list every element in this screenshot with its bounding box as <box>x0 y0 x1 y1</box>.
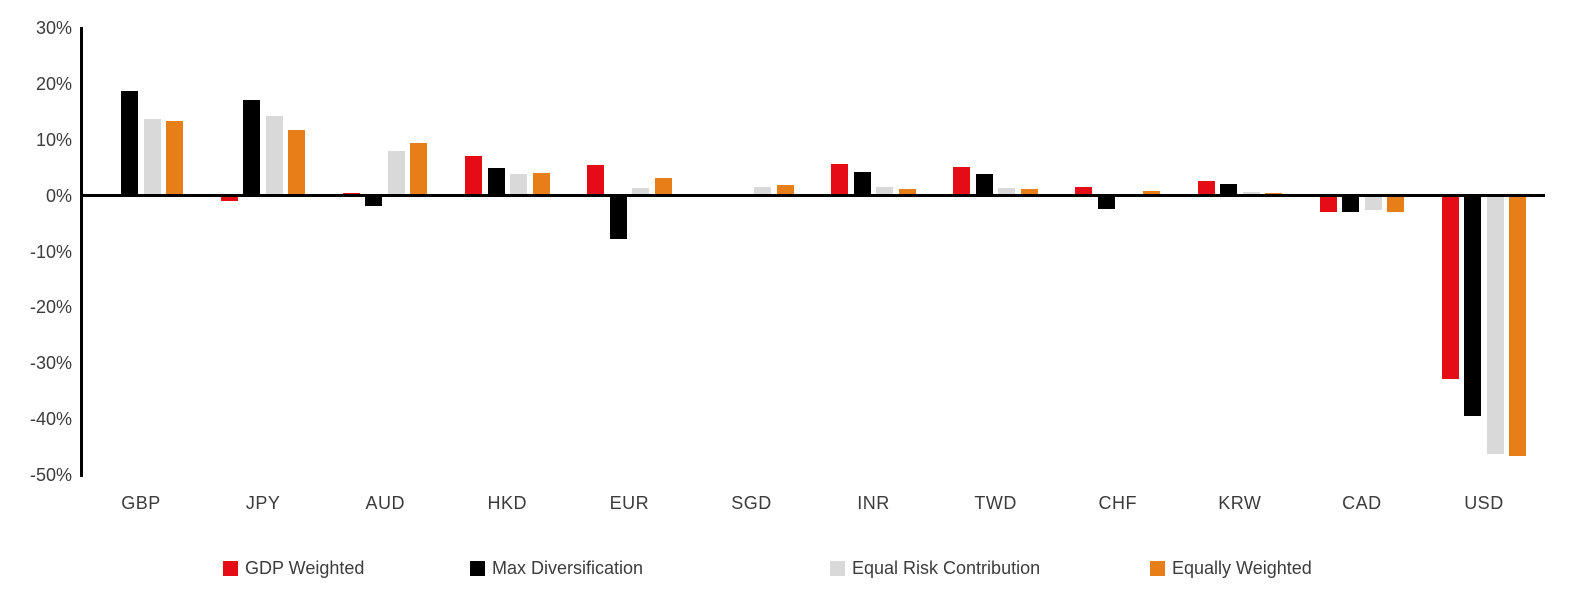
legend-label: Max Diversification <box>492 557 644 578</box>
bar-inr-max-diversification <box>853 171 871 196</box>
bar-cad-max-diversification <box>1342 195 1360 213</box>
bar-eur-gdp-weighted <box>587 165 605 196</box>
y-tick-label: 0% <box>45 185 72 206</box>
bar-aud-max-diversification <box>365 195 383 206</box>
y-tick-label: -20% <box>29 297 72 318</box>
bar-cad-equally-weighted <box>1387 195 1405 213</box>
bar-hkd-equally-weighted <box>532 173 550 196</box>
x-label-eur: EUR <box>609 493 650 513</box>
bar-krw-max-diversification <box>1220 184 1238 196</box>
bar-sgd-equal-risk-contribution <box>754 186 772 196</box>
bar-twd-equal-risk-contribution <box>998 187 1016 196</box>
bar-chf-equally-weighted <box>1142 190 1160 196</box>
y-tick-label: -30% <box>29 353 72 374</box>
x-label-usd: USD <box>1464 493 1504 513</box>
bar-usd-gdp-weighted <box>1441 195 1459 380</box>
x-label-hkd: HKD <box>487 493 528 513</box>
bar-jpy-max-diversification <box>243 100 261 196</box>
bar-cad-gdp-weighted <box>1319 195 1337 213</box>
y-tick-label: 30% <box>35 18 72 38</box>
bar-hkd-max-diversification <box>487 168 505 196</box>
y-tick-label: 20% <box>35 73 72 94</box>
legend-item-gdp-weighted: GDP Weighted <box>223 557 364 579</box>
zero-baseline <box>80 194 1545 198</box>
legend-swatch-icon <box>1150 560 1165 576</box>
x-label-sgd: SGD <box>731 493 772 513</box>
x-label-krw: KRW <box>1218 493 1262 513</box>
bar-chf-max-diversification <box>1097 195 1115 210</box>
bar-inr-gdp-weighted <box>831 163 849 196</box>
x-label-gbp: GBP <box>121 493 161 513</box>
legend-swatch-icon <box>830 560 845 576</box>
y-tick-label: 10% <box>35 129 72 150</box>
legend-label: GDP Weighted <box>245 557 365 578</box>
legend-label: Equally Weighted <box>1172 557 1312 578</box>
bar-twd-gdp-weighted <box>953 167 971 196</box>
bar-gbp-equal-risk-contribution <box>143 118 161 196</box>
x-label-jpy: JPY <box>245 493 281 513</box>
bar-sgd-equally-weighted <box>776 185 794 196</box>
bar-usd-max-diversification <box>1464 195 1482 417</box>
bar-usd-equally-weighted <box>1509 195 1527 456</box>
bar-aud-equally-weighted <box>410 143 428 196</box>
y-axis-line <box>80 27 83 477</box>
bar-eur-equal-risk-contribution <box>632 188 650 196</box>
y-tick-label: -40% <box>29 409 72 430</box>
legend-label: Equal Risk Contribution <box>852 557 1041 578</box>
bar-cad-equal-risk-contribution <box>1364 195 1382 211</box>
y-tick-label: -10% <box>29 241 72 262</box>
legend-swatch-icon <box>470 560 485 576</box>
bar-eur-equally-weighted <box>654 178 672 196</box>
x-label-aud: AUD <box>365 493 405 513</box>
bar-inr-equally-weighted <box>898 188 916 196</box>
bar-chf-gdp-weighted <box>1075 187 1093 196</box>
bar-hkd-gdp-weighted <box>465 155 483 196</box>
y-tick-label: -50% <box>29 465 72 485</box>
legend-item-equal-risk-contribution: Equal Risk Contribution <box>830 557 1040 579</box>
bar-aud-equal-risk-contribution <box>387 150 405 196</box>
bar-inr-equal-risk-contribution <box>876 186 894 196</box>
x-label-cad: CAD <box>1342 493 1382 513</box>
bar-eur-max-diversification <box>609 195 627 240</box>
bar-gbp-equally-weighted <box>166 120 184 196</box>
x-label-chf: CHF <box>1098 493 1137 513</box>
legend-swatch-icon <box>223 560 238 576</box>
bar-twd-equally-weighted <box>1020 189 1038 196</box>
bar-jpy-gdp-weighted <box>220 195 238 202</box>
bar-hkd-equal-risk-contribution <box>510 173 528 196</box>
bar-gbp-max-diversification <box>121 90 139 196</box>
bar-twd-max-diversification <box>975 174 993 196</box>
legend-item-max-diversification: Max Diversification <box>470 557 643 579</box>
bar-jpy-equally-weighted <box>288 129 306 196</box>
bar-usd-equal-risk-contribution <box>1486 195 1504 455</box>
legend-item-equally-weighted: Equally Weighted <box>1150 557 1312 579</box>
bar-krw-gdp-weighted <box>1197 181 1215 196</box>
bar-jpy-equal-risk-contribution <box>265 116 283 196</box>
bar-krw-equal-risk-contribution <box>1242 192 1260 196</box>
x-label-inr: INR <box>857 493 890 513</box>
x-label-twd: TWD <box>974 493 1017 513</box>
